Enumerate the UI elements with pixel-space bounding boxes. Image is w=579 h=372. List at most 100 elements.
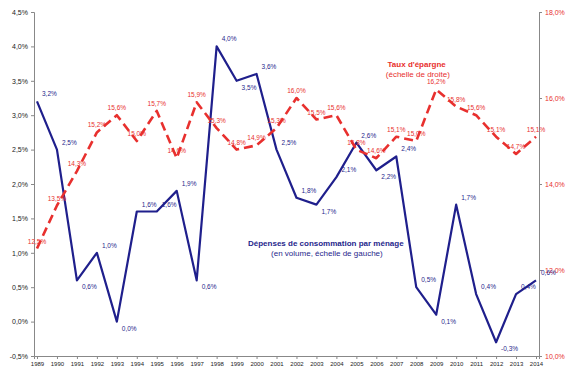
data-label: 0,5% xyxy=(421,276,436,283)
y-tick-label: 1,0% xyxy=(12,250,28,257)
x-tick: 2007 xyxy=(390,356,404,367)
data-label: 0,0% xyxy=(122,325,137,332)
x-axis-line xyxy=(35,357,540,360)
y-tick-mark xyxy=(31,253,34,254)
data-label: 1,9% xyxy=(182,180,197,187)
x-tick: 2000 xyxy=(250,356,264,367)
data-label: 15,3% xyxy=(267,117,286,124)
y2-tick-mark xyxy=(539,12,542,13)
x-tick-mark xyxy=(336,356,337,359)
x-tick: 2003 xyxy=(310,356,324,367)
x-tick-label: 1995 xyxy=(151,361,165,367)
y-tick-label: 3,5% xyxy=(12,78,28,85)
x-tick: 1998 xyxy=(210,356,224,367)
data-label: 3,6% xyxy=(262,63,277,70)
x-tick-mark xyxy=(157,356,158,359)
data-label: 4,0% xyxy=(222,35,237,42)
data-label: -0,3% xyxy=(501,345,518,352)
data-label: 15,1% xyxy=(527,126,546,133)
y-tick-mark xyxy=(31,322,34,323)
x-tick: 1999 xyxy=(230,356,244,367)
y2-axis-line xyxy=(540,13,543,357)
x-tick: 1996 xyxy=(171,356,185,367)
y-tick-mark xyxy=(31,115,34,116)
x-tick: 2013 xyxy=(510,356,524,367)
data-label: 15,2% xyxy=(88,121,107,128)
data-label: 0,6% xyxy=(202,283,217,290)
x-tick-mark xyxy=(97,356,98,359)
y-tick: 1,0% xyxy=(12,250,34,257)
x-tick-mark xyxy=(496,356,497,359)
x-tick-label: 2000 xyxy=(250,361,264,367)
x-tick: 1990 xyxy=(51,356,65,367)
x-tick-mark xyxy=(396,356,397,359)
data-label: 15,6% xyxy=(327,104,346,111)
x-tick-label: 2006 xyxy=(370,361,384,367)
y2-tick-label: 14,0% xyxy=(545,181,565,188)
x-tick-mark xyxy=(257,356,258,359)
data-label: 0,6% xyxy=(82,283,97,290)
chart: -0,5%0,0%0,5%1,0%1,5%2,0%2,5%3,0%3,5%4,0… xyxy=(0,0,579,372)
series-group xyxy=(37,46,536,342)
x-tick: 1995 xyxy=(151,356,165,367)
labels: 3,2%2,5%0,6%1,0%0,0%1,6%1,6%1,9%0,6%4,0%… xyxy=(28,35,556,352)
y-tick: 0,5% xyxy=(12,284,34,291)
x-tick-mark xyxy=(137,356,138,359)
x-tick: 2005 xyxy=(350,356,364,367)
x-tick: 1993 xyxy=(111,356,125,367)
y-tick-label: 2,0% xyxy=(12,181,28,188)
x-tick: 1989 xyxy=(31,356,45,367)
y-tick: 4,0% xyxy=(12,43,34,50)
data-label: 2,1% xyxy=(341,166,356,173)
y-tick-label: 0,5% xyxy=(12,284,28,291)
data-label: 1,8% xyxy=(301,187,316,194)
y-tick-label: 0,0% xyxy=(12,318,28,325)
data-label: 2,2% xyxy=(381,173,396,180)
data-label: 14,6% xyxy=(167,147,186,154)
data-label: 13,5% xyxy=(48,195,67,202)
x-tick-mark xyxy=(237,356,238,359)
y-tick-mark xyxy=(31,287,34,288)
data-label: 3,2% xyxy=(42,90,57,97)
y2-tick: 18,0% xyxy=(539,9,565,16)
y-tick: 2,0% xyxy=(12,181,34,188)
y-tick-label: 2,5% xyxy=(12,146,28,153)
x-tick-mark xyxy=(296,356,297,359)
series-name: Taux d'épargne (échelle de droite) xyxy=(386,60,450,79)
y-tick-label: 4,0% xyxy=(12,43,28,50)
x-tick-label: 2009 xyxy=(430,361,444,367)
x-tick: 1997 xyxy=(190,356,204,367)
y-tick: 4,5% xyxy=(12,9,34,16)
y-tick: 1,5% xyxy=(12,215,34,222)
x-tick-label: 2001 xyxy=(270,361,284,367)
y-tick-mark xyxy=(31,356,34,357)
data-label: 1,6% xyxy=(142,201,157,208)
y2-tick-label: 10,0% xyxy=(545,353,565,360)
y-axis: -0,5%0,0%0,5%1,0%1,5%2,0%2,5%3,0%3,5%4,0… xyxy=(10,9,35,360)
y-tick-mark xyxy=(31,81,34,82)
data-label: 3,5% xyxy=(242,84,257,91)
data-label: 15,0% xyxy=(407,130,426,137)
x-tick: 2006 xyxy=(370,356,384,367)
x-tick-mark xyxy=(277,356,278,359)
y-tick: 3,0% xyxy=(12,112,34,119)
x-tick-label: 2004 xyxy=(330,361,344,367)
x-tick: 2010 xyxy=(450,356,464,367)
data-label: 14,6% xyxy=(367,147,386,154)
x-tick-mark xyxy=(316,356,317,359)
data-label: 15,1% xyxy=(387,126,406,133)
data-label: 1,7% xyxy=(461,194,476,201)
data-label: 14,3% xyxy=(68,160,87,167)
x-tick: 2014 xyxy=(530,356,544,367)
x-tick-label: 1991 xyxy=(71,361,85,367)
x-tick-label: 2011 xyxy=(470,361,484,367)
x-tick-label: 1998 xyxy=(210,361,224,367)
y2-tick: 16,0% xyxy=(539,95,565,102)
x-tick-label: 2002 xyxy=(290,361,304,367)
x-tick-label: 1996 xyxy=(171,361,185,367)
data-label: 15,0% xyxy=(128,130,147,137)
x-tick-label: 2013 xyxy=(510,361,524,367)
x-tick: 2004 xyxy=(330,356,344,367)
x-tick-label: 1989 xyxy=(31,361,45,367)
y-tick: 2,5% xyxy=(12,146,34,153)
